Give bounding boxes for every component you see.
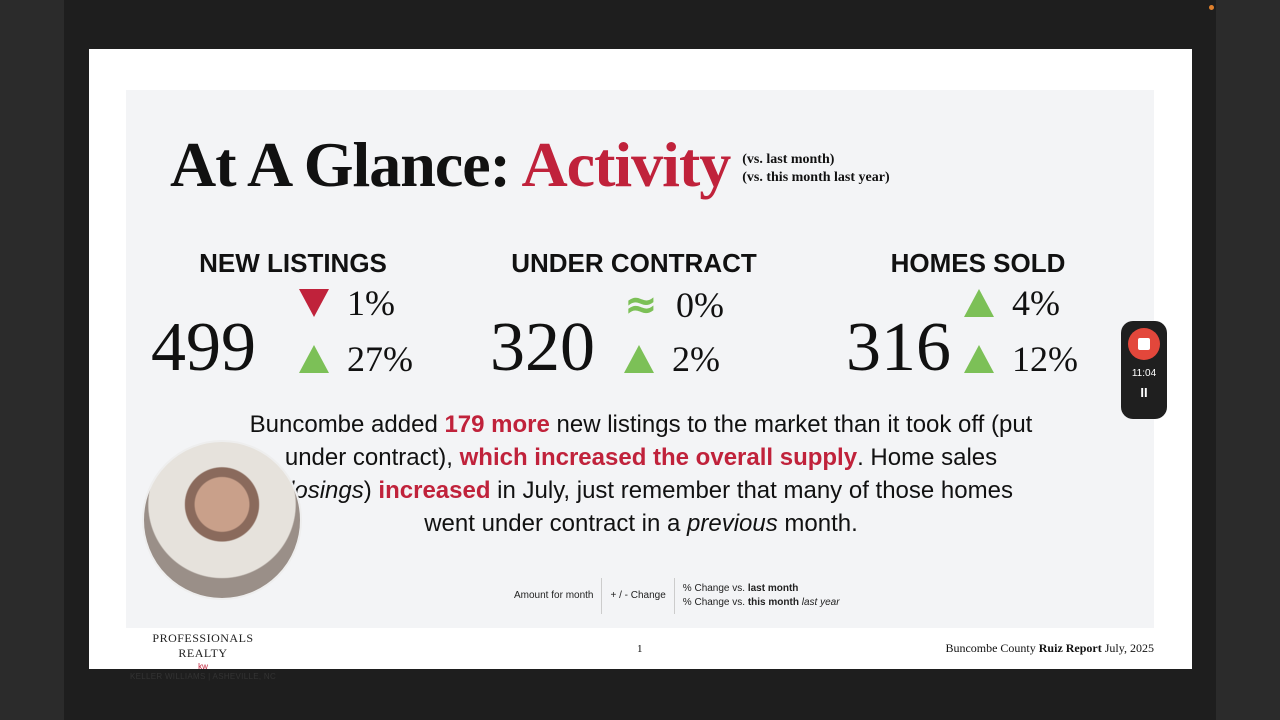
metric-label: UNDER CONTRACT <box>511 248 757 278</box>
recording-time: 11:04 <box>1131 368 1157 379</box>
legend-amount: Amount for month <box>506 578 603 614</box>
title-prefix: At A Glance: <box>170 129 522 200</box>
slide-footer: Buncombe County Ruiz Report July, 2025 <box>945 641 1154 656</box>
highlight: increased <box>378 477 491 504</box>
text: Ruiz Report <box>1038 641 1102 655</box>
slide-header: At A Glance: Activity (vs. last month) (v… <box>170 128 890 202</box>
title-accent: Activity <box>521 129 731 200</box>
text: this month <box>747 597 799 608</box>
metric-value: 320 <box>490 309 595 386</box>
legend: Amount for month + / - Change % Change v… <box>506 578 848 614</box>
year-change: 27% <box>347 339 413 379</box>
text: in July, just remember that many of thos… <box>424 477 1013 537</box>
down-arrow-icon <box>299 289 329 317</box>
logo-kw: kw <box>198 662 208 671</box>
legend-percent: % Change vs. last month % Change vs. thi… <box>675 582 848 610</box>
status-dot-icon <box>1209 5 1214 10</box>
page-number: 1 <box>637 643 643 655</box>
stop-icon <box>1138 338 1150 350</box>
slide-title: At A Glance: Activity <box>170 128 731 202</box>
recording-controls: 11:04 II <box>1121 321 1167 419</box>
metric-value: 316 <box>846 309 951 386</box>
up-arrow-icon <box>624 345 654 373</box>
metric-homes-sold: HOMES SOLD 316 4% 12% <box>828 248 1128 386</box>
text: ) <box>363 477 379 504</box>
screen-share-area: At A Glance: Activity (vs. last month) (v… <box>64 0 1216 720</box>
text: Buncombe added <box>249 411 445 438</box>
text: last year <box>798 597 840 608</box>
approx-equal-icon: ≈ <box>624 282 658 328</box>
year-change: 2% <box>672 339 720 379</box>
text: % Change vs. <box>682 597 748 608</box>
webcam-overlay <box>142 440 302 600</box>
month-change: 4% <box>1012 283 1060 323</box>
summary-text: Buncombe added 179 more new listings to … <box>246 408 1036 540</box>
stop-recording-button[interactable] <box>1128 328 1160 360</box>
text: Buncombe County <box>945 641 1039 655</box>
metric-label: HOMES SOLD <box>890 248 1066 278</box>
metric-value: 499 <box>151 309 256 386</box>
month-change: 1% <box>347 283 395 323</box>
text: last month <box>747 583 799 594</box>
pause-button[interactable]: II <box>1140 385 1148 400</box>
up-arrow-icon <box>964 289 994 317</box>
metric-under-contract: UNDER CONTRACT 320 ≈0% 2% <box>484 248 784 386</box>
brokerage-logo: PROFESSIONALS REALTY kw KELLER WILLIAMS … <box>127 631 279 681</box>
subtitle: (vs. last month) (vs. this month last yea… <box>742 151 889 187</box>
metric-label: NEW LISTINGS <box>199 248 387 278</box>
logo-sub: KELLER WILLIAMS | ASHEVILLE, NC <box>129 672 277 681</box>
logo-name: PROFESSIONALS REALTY <box>152 631 254 660</box>
text: July, 2025 <box>1101 641 1154 655</box>
text: new listings to the market than it took … <box>284 411 1033 471</box>
month-change: 0% <box>676 285 724 325</box>
subtitle-line-1: (vs. last month) <box>742 152 835 167</box>
metric-new-listings: NEW LISTINGS 499 1% 27% <box>143 248 443 386</box>
highlight: 179 more <box>444 411 550 438</box>
text: month. <box>777 510 858 537</box>
year-change: 12% <box>1012 339 1078 379</box>
up-arrow-icon <box>299 345 329 373</box>
legend-change: + / - Change <box>602 578 675 614</box>
emphasis: previous <box>687 510 778 537</box>
subtitle-line-2: (vs. this month last year) <box>742 170 890 185</box>
text: % Change vs. <box>682 583 748 594</box>
up-arrow-icon <box>964 345 994 373</box>
highlight: which increased the overall supply <box>459 444 858 471</box>
